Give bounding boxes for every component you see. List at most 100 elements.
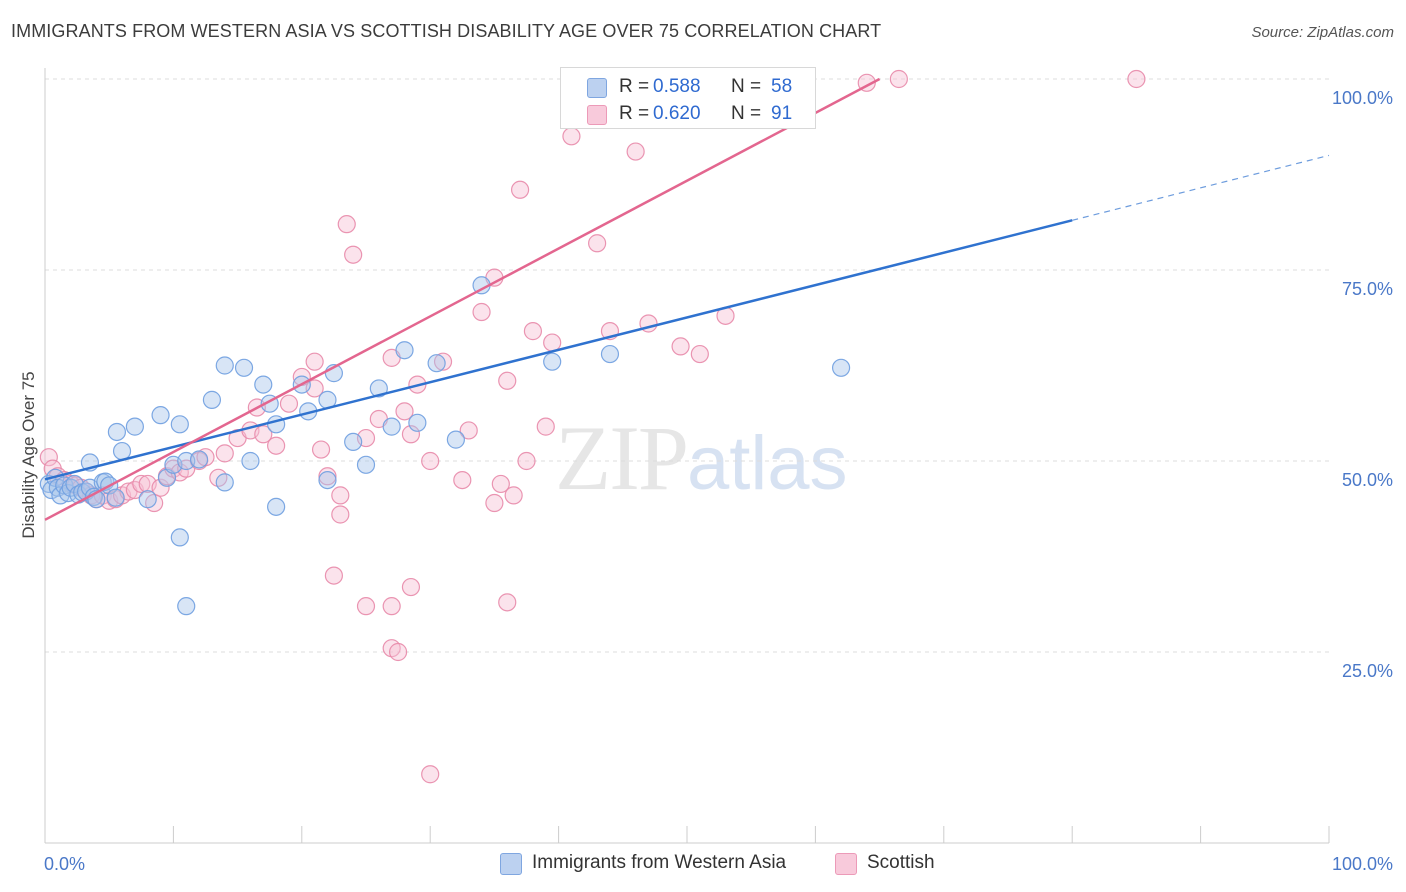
point-western-asia bbox=[395, 341, 414, 360]
point-scottish bbox=[337, 215, 356, 234]
series-label-western-asia: Immigrants from Western Asia bbox=[532, 852, 787, 873]
point-western-asia bbox=[112, 441, 132, 461]
correlation-legend: R = 0.588 N = 58 R = 0.620 N = 91 bbox=[560, 67, 816, 129]
point-scottish bbox=[356, 597, 376, 616]
trendline-scottish bbox=[44, 77, 881, 521]
point-scottish bbox=[517, 451, 536, 471]
series-label-scottish: Scottish bbox=[867, 852, 935, 873]
point-western-asia bbox=[344, 432, 363, 451]
point-western-asia bbox=[369, 379, 388, 398]
watermark-zip: ZIP bbox=[555, 407, 689, 509]
y-tick-label: 50.0% bbox=[1342, 470, 1393, 490]
point-western-asia bbox=[446, 430, 465, 449]
legend-swatch-scottish bbox=[587, 105, 607, 125]
point-scottish bbox=[498, 371, 517, 390]
point-scottish bbox=[459, 421, 478, 440]
point-scottish bbox=[453, 471, 472, 490]
legend-n-label: N = bbox=[731, 103, 762, 124]
chart-title: IMMIGRANTS FROM WESTERN ASIA VS SCOTTISH… bbox=[11, 21, 882, 41]
point-western-asia bbox=[382, 417, 401, 436]
trendline-western-asia bbox=[44, 219, 1073, 481]
point-scottish bbox=[671, 337, 690, 356]
source-label: Source: ZipAtlas.com bbox=[1251, 24, 1394, 41]
point-western-asia bbox=[543, 352, 562, 371]
point-scottish bbox=[485, 493, 504, 513]
point-scottish bbox=[433, 352, 453, 371]
point-western-asia bbox=[151, 406, 170, 425]
point-scottish bbox=[318, 467, 337, 486]
legend-r-label: R = bbox=[619, 103, 650, 124]
legend-n-value: 58 bbox=[771, 76, 793, 97]
point-western-asia bbox=[831, 358, 851, 377]
series-swatch-western-asia bbox=[500, 853, 522, 875]
point-scottish bbox=[626, 142, 645, 161]
point-western-asia bbox=[267, 497, 286, 516]
point-scottish bbox=[215, 444, 234, 463]
point-western-asia bbox=[215, 356, 234, 375]
legend-row-scottish: R = 0.620 N = 91 bbox=[561, 100, 817, 128]
point-scottish bbox=[389, 642, 408, 662]
point-scottish bbox=[510, 180, 530, 199]
legend-r-label: R = bbox=[619, 76, 650, 97]
point-scottish bbox=[523, 322, 543, 341]
point-scottish bbox=[151, 478, 170, 497]
point-western-asia bbox=[254, 375, 273, 394]
point-western-asia bbox=[600, 344, 620, 364]
point-scottish bbox=[311, 440, 331, 459]
point-scottish bbox=[504, 486, 523, 505]
point-scottish bbox=[401, 425, 421, 444]
y-tick-label: 75.0% bbox=[1342, 279, 1393, 299]
point-scottish bbox=[382, 597, 401, 616]
point-scottish bbox=[472, 302, 491, 322]
point-scottish bbox=[267, 436, 286, 455]
point-scottish bbox=[421, 765, 440, 784]
watermark-atlas: atlas bbox=[687, 421, 848, 506]
point-western-asia bbox=[318, 471, 337, 490]
point-western-asia bbox=[189, 450, 209, 469]
x-tick-label: 0.0% bbox=[44, 854, 85, 874]
point-scottish bbox=[536, 417, 555, 436]
y-tick-label: 25.0% bbox=[1342, 661, 1393, 681]
point-scottish bbox=[421, 451, 440, 471]
point-western-asia bbox=[170, 415, 189, 434]
point-scottish bbox=[889, 69, 908, 89]
point-scottish bbox=[254, 425, 273, 444]
point-scottish bbox=[1127, 69, 1146, 89]
point-scottish bbox=[498, 593, 517, 612]
legend-n-value: 91 bbox=[771, 103, 793, 124]
point-scottish bbox=[491, 474, 510, 494]
point-western-asia bbox=[427, 354, 446, 373]
point-scottish bbox=[401, 577, 421, 597]
point-western-asia bbox=[107, 422, 127, 442]
point-western-asia bbox=[138, 490, 157, 509]
point-western-asia bbox=[177, 597, 196, 616]
point-scottish bbox=[324, 566, 343, 585]
point-scottish bbox=[543, 333, 562, 352]
legend-r-value: 0.620 bbox=[653, 103, 701, 124]
y-tick-label: 100.0% bbox=[1332, 88, 1393, 108]
point-scottish bbox=[331, 486, 350, 505]
point-western-asia bbox=[170, 528, 189, 547]
point-western-asia bbox=[215, 473, 234, 492]
series-swatch-scottish bbox=[835, 853, 857, 875]
legend-swatch-western-asia bbox=[587, 78, 607, 98]
point-scottish bbox=[344, 245, 363, 264]
point-scottish bbox=[562, 127, 581, 146]
legend-row-western-asia: R = 0.588 N = 58 bbox=[561, 73, 817, 101]
x-tick-label: 100.0% bbox=[1332, 854, 1393, 874]
point-scottish bbox=[331, 505, 350, 524]
point-western-asia bbox=[106, 488, 125, 507]
point-western-asia bbox=[234, 358, 254, 377]
point-western-asia bbox=[356, 455, 376, 474]
point-western-asia bbox=[241, 451, 260, 471]
point-scottish bbox=[132, 474, 151, 494]
point-scottish bbox=[39, 448, 58, 467]
point-western-asia bbox=[202, 390, 222, 409]
point-western-asia bbox=[125, 417, 144, 436]
point-scottish bbox=[588, 234, 607, 253]
legend-n-label: N = bbox=[731, 76, 762, 97]
point-western-asia bbox=[408, 413, 427, 432]
point-scottish bbox=[305, 352, 324, 371]
point-scottish bbox=[690, 344, 709, 364]
